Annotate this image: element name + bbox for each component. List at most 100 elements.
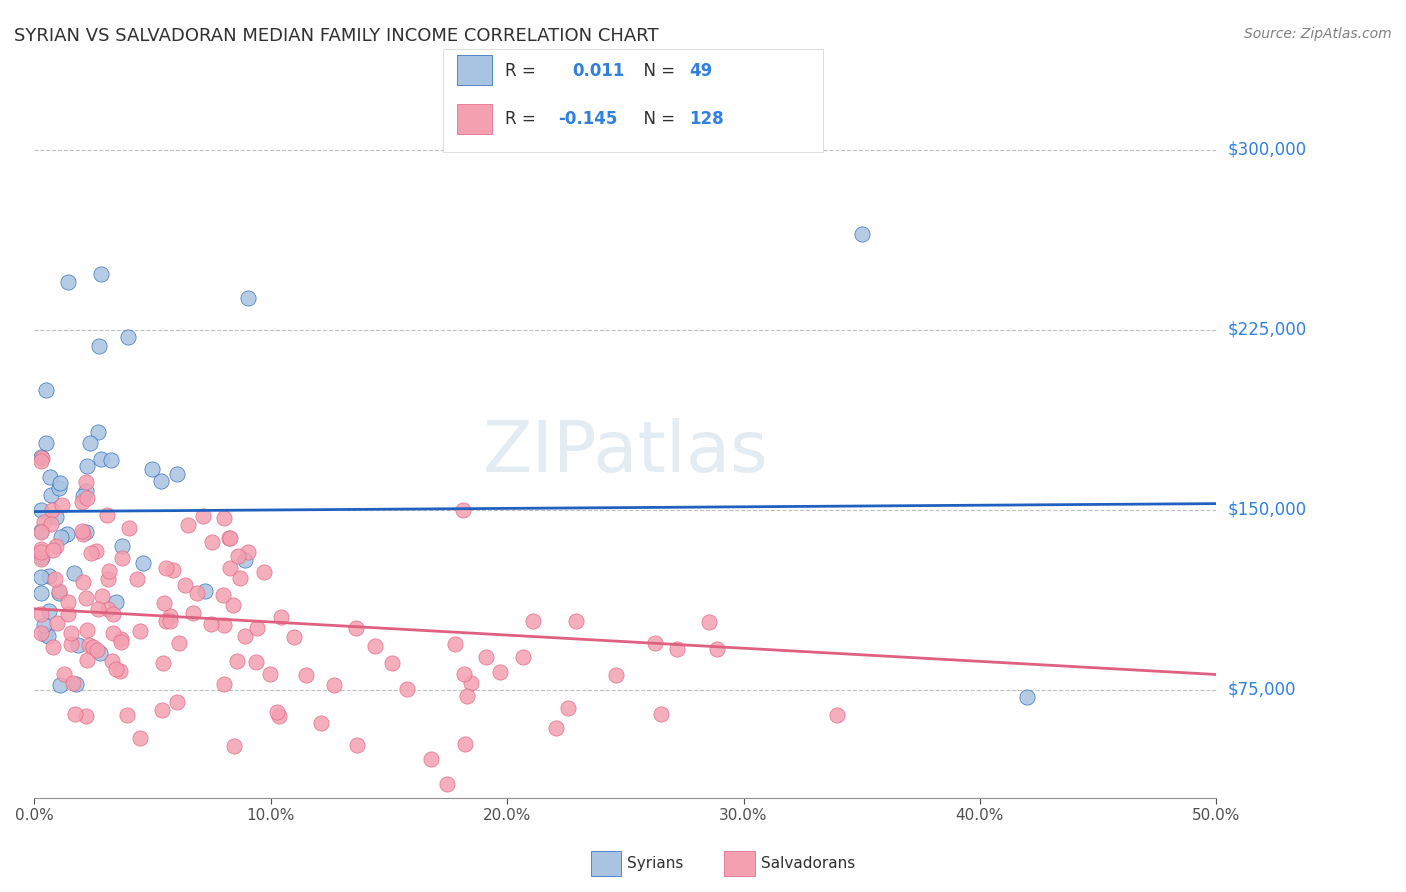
Syrians — [72, 489, 94, 503]
Text: SYRIAN VS SALVADORAN MEDIAN FAMILY INCOME CORRELATION CHART: SYRIAN VS SALVADORAN MEDIAN FAMILY INCOM… — [14, 27, 658, 45]
Salvadorans — [825, 708, 848, 723]
Syrians — [49, 475, 72, 490]
Syrians — [90, 267, 112, 281]
Salvadorans — [565, 614, 588, 628]
Syrians — [55, 526, 77, 541]
Salvadorans — [451, 503, 474, 517]
Salvadorans — [181, 606, 204, 620]
Syrians — [89, 646, 111, 660]
Syrians — [141, 462, 163, 476]
Salvadorans — [44, 573, 66, 587]
Syrians — [105, 595, 128, 609]
Salvadorans — [30, 552, 52, 566]
Salvadorans — [169, 636, 191, 650]
Text: 0.011: 0.011 — [572, 62, 624, 80]
Salvadorans — [270, 610, 292, 624]
Salvadorans — [115, 708, 138, 723]
Salvadorans — [46, 616, 69, 631]
Salvadorans — [186, 586, 208, 600]
Syrians — [76, 458, 98, 473]
Salvadorans — [212, 588, 235, 602]
Salvadorans — [129, 624, 152, 639]
Salvadorans — [84, 544, 107, 558]
Syrians — [30, 570, 52, 584]
Salvadorans — [364, 639, 387, 653]
Text: ZIPatlas: ZIPatlas — [482, 417, 768, 487]
Salvadorans — [283, 630, 305, 644]
Salvadorans — [294, 668, 316, 682]
Salvadorans — [72, 574, 94, 589]
Salvadorans — [56, 607, 79, 621]
Syrians — [39, 488, 62, 502]
Syrians — [30, 524, 52, 538]
Text: Syrians: Syrians — [627, 856, 683, 871]
Salvadorans — [48, 583, 70, 598]
Text: N =: N = — [633, 62, 681, 80]
Salvadorans — [110, 632, 132, 646]
Syrians — [111, 539, 134, 553]
Syrians — [233, 553, 256, 567]
Salvadorans — [222, 598, 245, 612]
Salvadorans — [173, 578, 195, 592]
Text: $300,000: $300,000 — [1227, 141, 1306, 159]
Salvadorans — [62, 676, 84, 690]
Salvadorans — [75, 475, 97, 489]
Salvadorans — [453, 737, 475, 751]
Salvadorans — [420, 752, 443, 766]
Syrians — [30, 450, 52, 464]
Salvadorans — [108, 665, 131, 679]
Salvadorans — [76, 491, 98, 505]
Text: R =: R = — [505, 62, 546, 80]
Syrians — [87, 425, 110, 439]
Salvadorans — [155, 614, 177, 628]
Salvadorans — [697, 615, 720, 630]
Salvadorans — [201, 535, 224, 549]
Salvadorans — [97, 564, 120, 578]
Salvadorans — [97, 602, 120, 616]
Salvadorans — [96, 572, 118, 586]
Salvadorans — [125, 572, 148, 586]
Salvadorans — [706, 642, 728, 657]
Salvadorans — [162, 563, 184, 577]
Salvadorans — [80, 546, 103, 560]
Text: Source: ZipAtlas.com: Source: ZipAtlas.com — [1244, 27, 1392, 41]
Salvadorans — [60, 625, 83, 640]
Salvadorans — [212, 510, 235, 524]
Salvadorans — [475, 649, 498, 664]
Syrians — [31, 550, 53, 565]
Salvadorans — [346, 738, 368, 752]
Salvadorans — [77, 639, 100, 653]
Syrians — [65, 677, 87, 691]
Salvadorans — [193, 509, 215, 524]
Salvadorans — [82, 640, 104, 654]
Text: -0.145: -0.145 — [558, 110, 617, 128]
Text: R =: R = — [505, 110, 541, 128]
Salvadorans — [212, 676, 235, 690]
Salvadorans — [34, 516, 56, 530]
Salvadorans — [489, 665, 512, 680]
Syrians — [30, 585, 52, 599]
Salvadorans — [219, 561, 242, 575]
Salvadorans — [159, 609, 181, 624]
Text: 49: 49 — [689, 62, 713, 80]
Salvadorans — [39, 516, 62, 531]
Salvadorans — [266, 705, 288, 719]
Salvadorans — [110, 635, 132, 649]
Salvadorans — [453, 666, 475, 681]
Salvadorans — [72, 526, 94, 541]
Salvadorans — [522, 614, 544, 628]
Salvadorans — [259, 667, 281, 681]
Salvadorans — [101, 654, 124, 668]
Salvadorans — [166, 695, 188, 709]
Salvadorans — [31, 451, 53, 466]
Salvadorans — [650, 707, 672, 722]
Salvadorans — [76, 653, 98, 667]
Syrians — [49, 678, 72, 692]
Salvadorans — [212, 618, 235, 632]
Salvadorans — [200, 617, 222, 632]
Salvadorans — [118, 521, 141, 535]
Salvadorans — [222, 739, 245, 753]
Syrians — [90, 451, 112, 466]
Syrians — [45, 509, 67, 524]
Syrians — [32, 618, 55, 632]
